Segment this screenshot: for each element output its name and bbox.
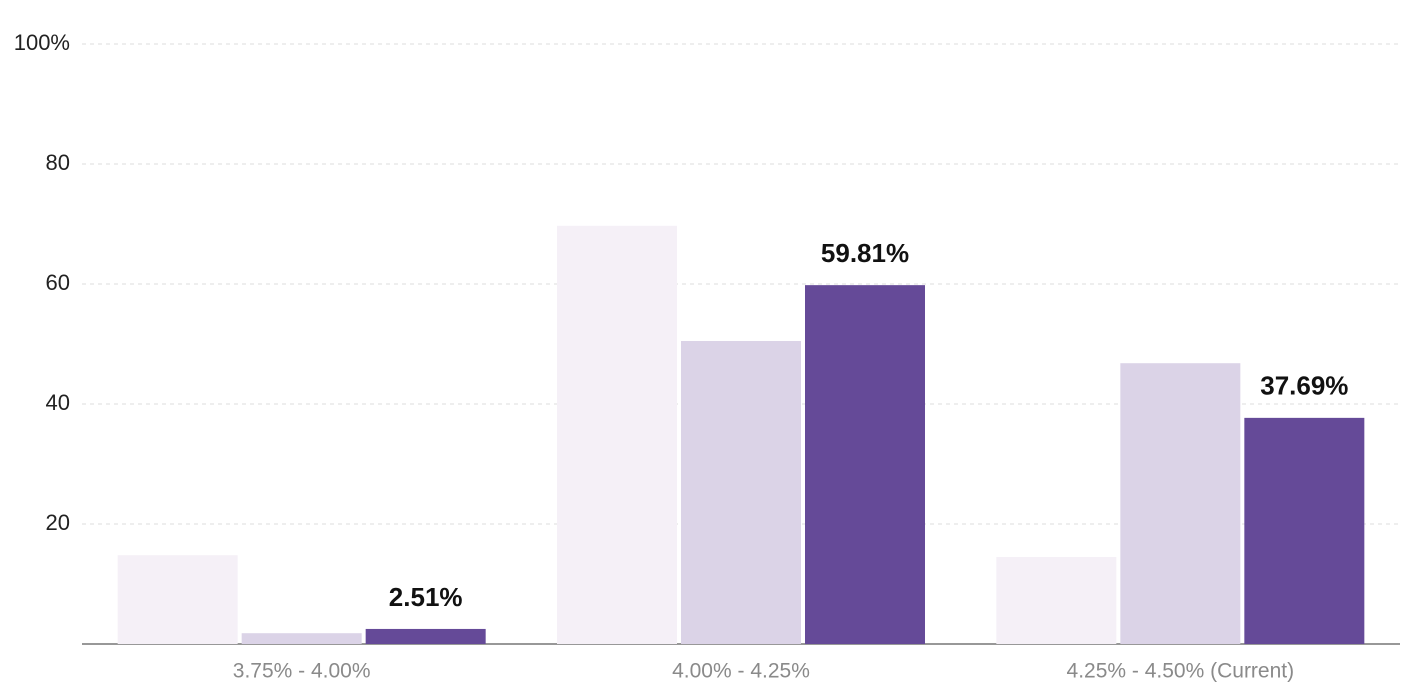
x-tick-label: 3.75% - 4.00% bbox=[233, 660, 371, 683]
y-tick-label: 20 bbox=[46, 510, 70, 535]
y-tick-label: 60 bbox=[46, 270, 70, 295]
y-tick-label: 100% bbox=[14, 30, 70, 55]
bar bbox=[365, 628, 486, 644]
value-label: 59.81% bbox=[821, 238, 909, 268]
bar bbox=[241, 633, 362, 644]
bar bbox=[557, 225, 677, 645]
x-tick-label: 4.00% - 4.25% bbox=[672, 660, 810, 683]
bar bbox=[996, 557, 1117, 644]
y-tick-label: 40 bbox=[46, 390, 70, 415]
bar bbox=[681, 341, 801, 644]
bar bbox=[1120, 363, 1241, 644]
x-tick-label: 4.25% - 4.50% (Current) bbox=[1067, 660, 1295, 683]
value-label: 37.69% bbox=[1260, 371, 1348, 401]
value-label: 2.51% bbox=[389, 582, 463, 612]
bar bbox=[117, 555, 238, 644]
bar bbox=[1244, 417, 1365, 644]
bar bbox=[805, 285, 925, 644]
y-tick-label: 80 bbox=[46, 150, 70, 175]
